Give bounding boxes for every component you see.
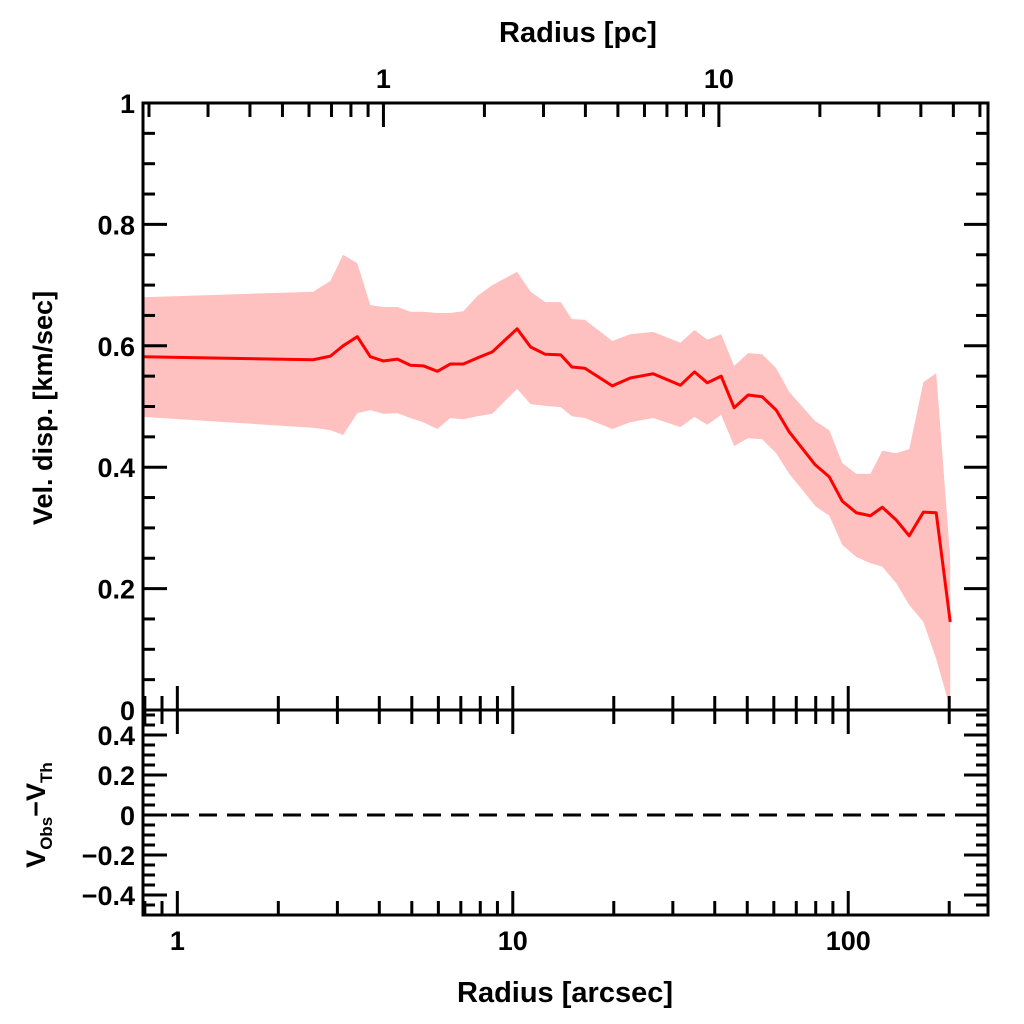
x-tick-label-top: 10: [704, 64, 734, 94]
data-line-layer: [142, 327, 952, 623]
bottom-axis-label: Radius [arcsec]: [457, 977, 673, 1009]
y-tick-label-main: 0: [120, 696, 135, 726]
error-band-layer: [143, 254, 951, 709]
y-tick-label-residual: 0: [120, 801, 135, 831]
y-tick-label-main: 0.6: [97, 332, 135, 362]
residual-panel-frame: [141, 708, 990, 917]
y-tick-label-residual: 0.4: [97, 721, 135, 751]
x-tick-label-top: 1: [376, 64, 391, 94]
y-tick-label-main: 1: [120, 89, 135, 119]
y-tick-label-main: 0.2: [97, 575, 135, 605]
x-tick-label-bottom: 1: [170, 926, 185, 956]
y-tick-label-residual: −0.2: [82, 841, 135, 871]
y-tick-label-main: 0.4: [97, 453, 135, 483]
y-tick-label-residual: −0.4: [82, 881, 135, 911]
main-y-axis-label: Vel. disp. [km/sec]: [28, 291, 58, 525]
y-tick-label-residual: 0.2: [97, 761, 135, 791]
x-tick-label-bottom: 10: [498, 926, 528, 956]
x-tick-label-bottom: 100: [826, 926, 871, 956]
top-axis-label: Radius [pc]: [499, 17, 657, 49]
residual-y-axis-label: VObs−VTh: [21, 762, 56, 868]
error-band: [143, 254, 951, 709]
y-tick-label-main: 0.8: [97, 210, 135, 240]
